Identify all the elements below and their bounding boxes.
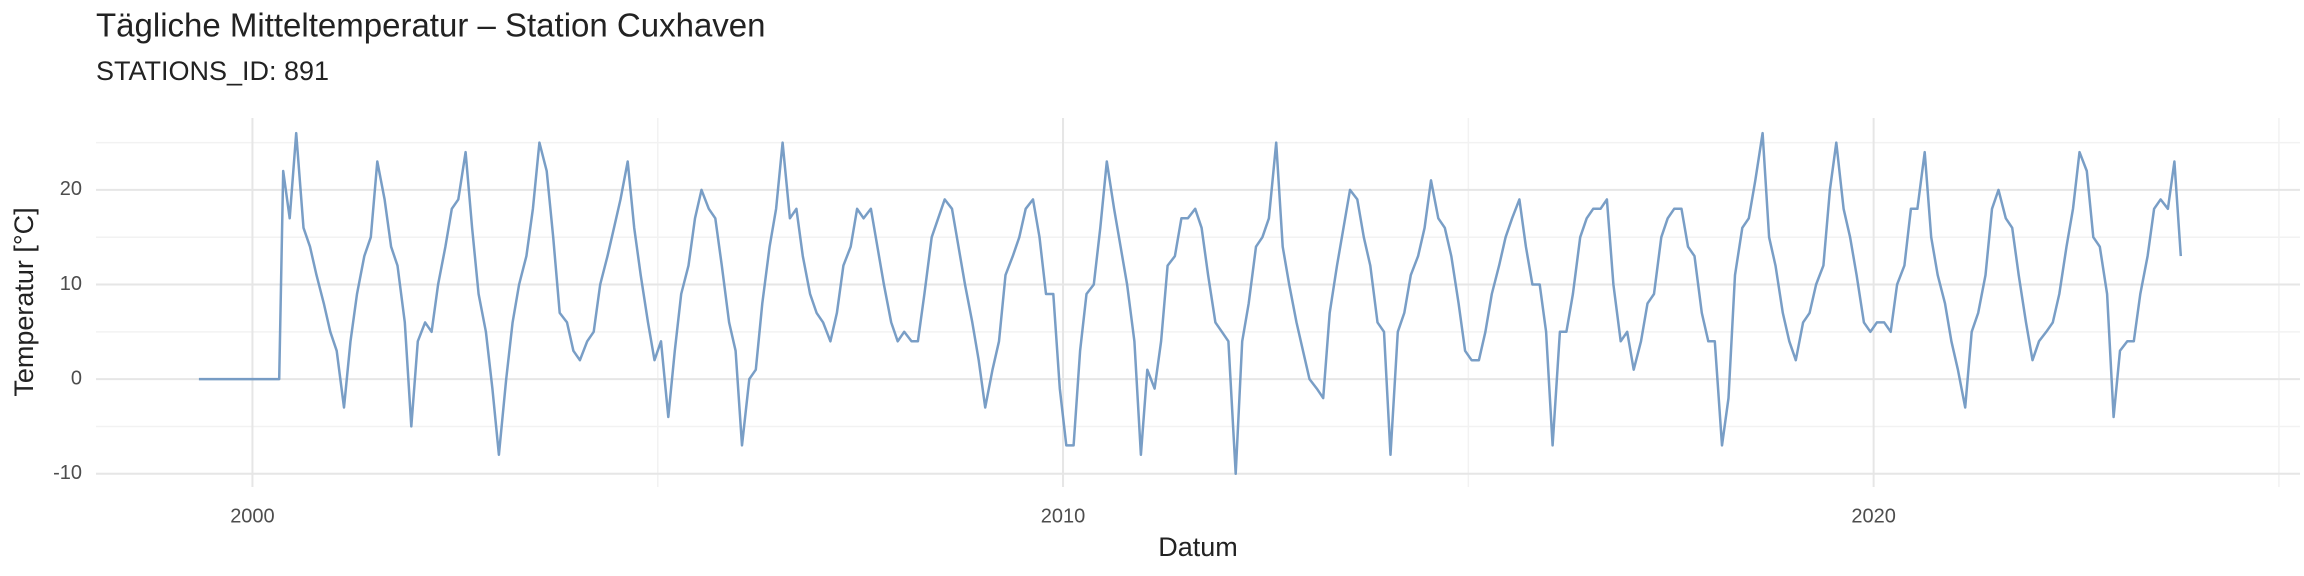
- y-tick-label: 0: [71, 367, 82, 389]
- grid: [96, 118, 2300, 487]
- y-tick-label: -10: [53, 462, 82, 484]
- x-tick-label: 2010: [1041, 505, 1086, 527]
- temperature-line: [198, 131, 2183, 476]
- chart-title: Tägliche Mitteltemperatur – Station Cuxh…: [96, 7, 766, 44]
- x-tick-label: 2000: [230, 505, 275, 527]
- x-axis-title: Datum: [1158, 532, 1238, 562]
- y-tick-label: 20: [60, 178, 82, 200]
- x-tick-label: 2020: [1851, 505, 1896, 527]
- y-axis-title: Temperatur [°C]: [9, 207, 39, 396]
- chart-subtitle: STATIONS_ID: 891: [96, 56, 329, 86]
- y-tick-label: 10: [60, 273, 82, 295]
